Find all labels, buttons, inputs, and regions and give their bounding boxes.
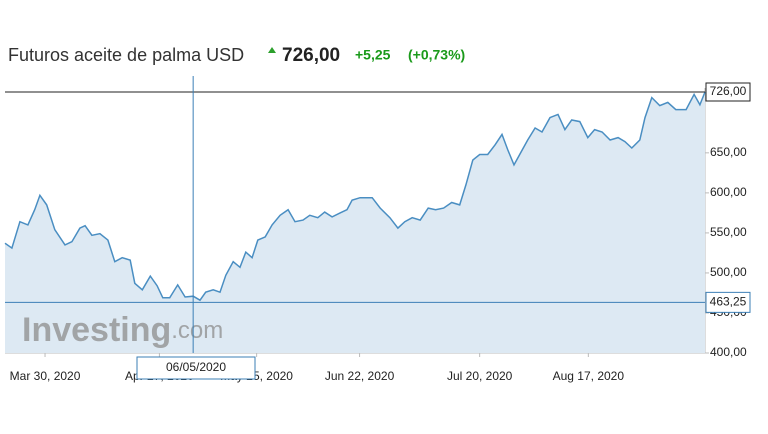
up-arrow [268,47,276,53]
y-tick-label: 400,00 [710,345,747,359]
x-tick-label: Jun 22, 2020 [325,369,395,383]
change-percent: (+0,73%) [408,47,465,63]
watermark-suffix: .com [171,317,223,344]
crosshair-date-label: 06/05/2020 [166,360,226,374]
crosshair-value-label: 463,25 [710,295,747,309]
y-tick-label: 550,00 [710,225,747,239]
watermark-brand: Investing [22,311,171,349]
last-price-label: 726,00 [710,84,747,98]
price: 726,00 [282,45,340,66]
area [5,92,705,353]
x-tick-label: Aug 17, 2020 [553,369,625,383]
chart-title: Futuros aceite de palma USD [8,45,244,65]
crosshair-value-box [705,291,751,313]
watermark: Investing.com [22,311,223,349]
y-tick-label: 600,00 [710,185,747,199]
crosshair-date-box [136,356,256,380]
x-tick-label: Mar 30, 2020 [10,369,81,383]
y-tick-label: 650,00 [710,145,747,159]
change: +5,25 [355,47,391,63]
y-tick-label: 500,00 [710,265,747,279]
last-price-tag [705,82,751,102]
x-tick-label: Jul 20, 2020 [447,369,513,383]
price-line [4,91,706,302]
